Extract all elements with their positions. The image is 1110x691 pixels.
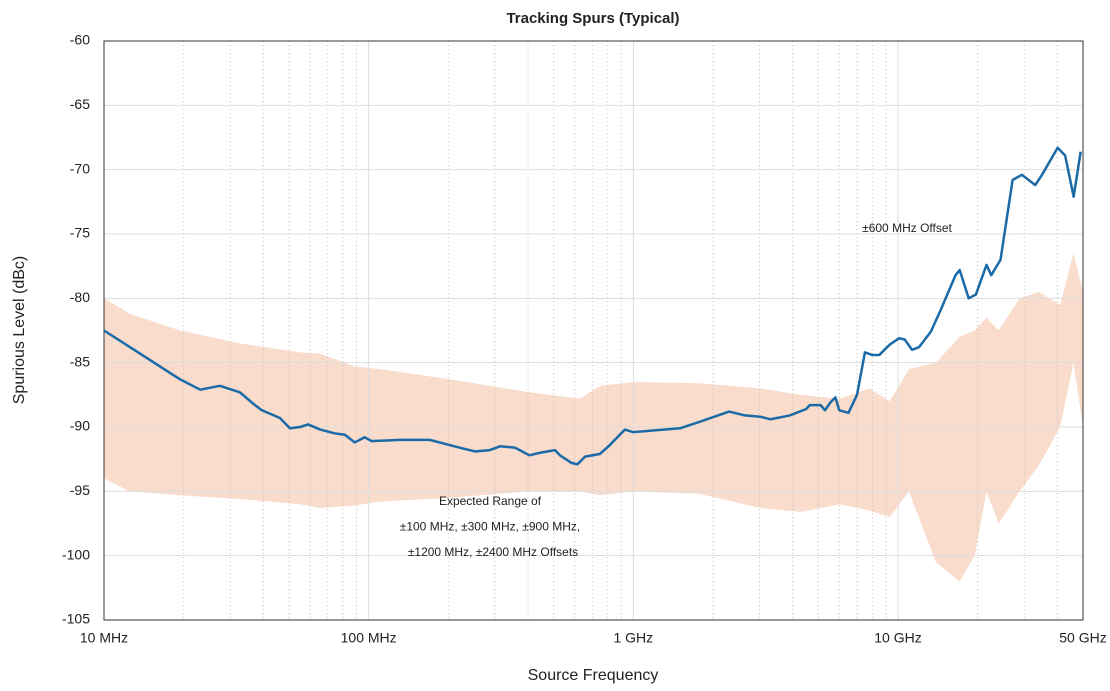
- band-annotation: ±1200 MHz, ±2400 MHz Offsets: [408, 545, 578, 559]
- x-tick-label: 50 GHz: [1059, 630, 1106, 646]
- data-line: [103, 146, 1082, 466]
- y-tick-label: -100: [62, 546, 90, 562]
- y-tick-label: -75: [70, 225, 90, 241]
- x-tick-label: 1 GHz: [613, 630, 653, 646]
- range-band: [104, 253, 1083, 582]
- y-tick-label: -90: [70, 418, 90, 434]
- x-tick-label: 10 GHz: [874, 630, 921, 646]
- chart-title: Tracking Spurs (Typical): [506, 10, 679, 27]
- x-axis-label: Source Frequency: [528, 667, 659, 684]
- band-annotation: ±100 MHz, ±300 MHz, ±900 MHz,: [400, 520, 580, 534]
- series-annotation: ±600 MHz Offset: [862, 221, 952, 235]
- band-annotation: Expected Range of: [439, 494, 542, 508]
- x-tick-label: 100 MHz: [341, 630, 397, 646]
- y-tick-label: -65: [70, 96, 90, 112]
- y-tick-label: -80: [70, 289, 90, 305]
- y-tick-label: -95: [70, 482, 90, 498]
- y-tick-label: -70: [70, 160, 90, 176]
- y-tick-label: -85: [70, 353, 90, 369]
- x-tick-label: 10 MHz: [80, 630, 128, 646]
- y-axis-label: Spurious Level (dBc): [11, 256, 28, 405]
- y-tick-label: -105: [62, 611, 90, 627]
- y-tick-label: -60: [70, 32, 90, 48]
